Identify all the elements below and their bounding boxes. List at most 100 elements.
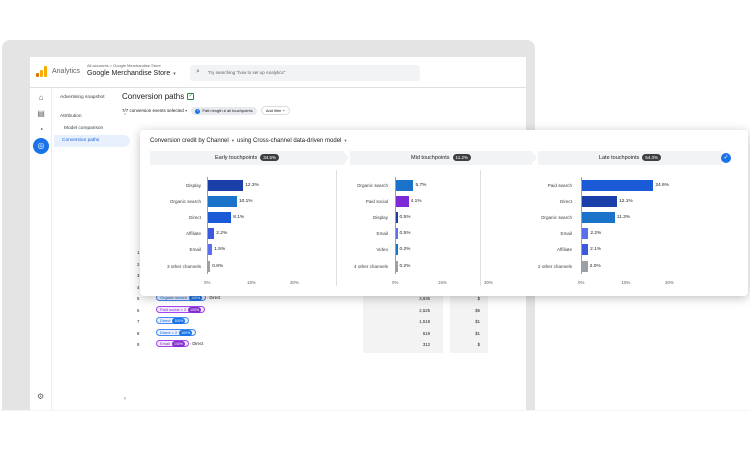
chevron-left-icon[interactable]: ‹ <box>124 396 126 402</box>
app-name: Analytics <box>52 68 81 75</box>
search-placeholder: Try searching "how to set up Analytics" <box>208 70 286 75</box>
axis-tick-label: 30% <box>665 280 674 285</box>
bar[interactable] <box>582 244 589 255</box>
bar[interactable] <box>582 261 588 272</box>
bar[interactable] <box>582 180 654 191</box>
bar[interactable] <box>396 261 398 272</box>
stage-separator <box>343 151 349 165</box>
analytics-logo-icon[interactable] <box>36 66 48 77</box>
bar-value-label: 11.3% <box>616 215 631 220</box>
explore-icon[interactable]: ◔ <box>38 125 44 134</box>
bar-value-label: 0.2% <box>399 264 411 269</box>
touchpoint-label: Email <box>160 341 171 346</box>
bar-value-label: 2.1% <box>590 247 602 252</box>
touchpoint-label: Direct × 2 <box>160 329 178 335</box>
bar[interactable] <box>208 180 244 191</box>
table-row[interactable]: 8 Direct × 2 100% 519 $1 <box>128 328 488 339</box>
search-input[interactable]: ⌕ Try searching "how to set up Analytics… <box>190 65 420 81</box>
check-circle-icon[interactable]: ✓ <box>721 153 731 163</box>
touchpoint-chip: Paid social × 2 100% <box>156 305 206 313</box>
touchpoint-chip: Direct × 2 100% <box>156 328 197 336</box>
touchpoint-label: Direct <box>160 318 171 323</box>
row-number: 7 <box>137 319 140 324</box>
chevron-up-icon[interactable]: ⌃ <box>123 113 128 119</box>
bar-category-label: Email <box>189 247 202 252</box>
bar-category-label: Organic search <box>169 199 201 204</box>
bar[interactable] <box>396 212 398 223</box>
bar[interactable] <box>582 212 615 223</box>
stage-label: Early touchpoints <box>215 155 258 161</box>
reports-icon[interactable]: ▤ <box>37 109 45 118</box>
revenue-value: $ <box>477 342 480 347</box>
conversion-path: Email 100% ›Direct <box>156 340 203 347</box>
bar-value-label: 0.5% <box>399 215 411 220</box>
filter-bar: 7/7 conversion events selected ▾ + Path l… <box>122 106 291 115</box>
bar[interactable] <box>396 228 398 239</box>
bar[interactable] <box>208 212 232 223</box>
bar[interactable] <box>208 261 211 272</box>
row-number: 3 <box>137 273 140 278</box>
revenue-value: $1 <box>475 330 480 336</box>
bar-value-label: 4.1% <box>410 199 422 204</box>
axis-tick-label: 30% <box>290 280 299 285</box>
touchpoint-credit-badge: 100% <box>172 341 185 347</box>
bar-category-label: 3 other channels <box>167 264 201 269</box>
add-filter-label: Add filter <box>265 108 282 113</box>
conversions-value: 312 <box>422 342 430 347</box>
row-number: 8 <box>137 330 140 336</box>
bar-value-label: 2.2% <box>216 231 228 236</box>
caret-down-icon[interactable]: ▾ <box>344 138 347 143</box>
stage-label: Late touchpoints <box>598 155 640 161</box>
table-row[interactable]: 9 Email 100% ›Direct 312 $ <box>128 339 488 350</box>
bar-category-label: Affiliate <box>186 231 201 236</box>
bar[interactable] <box>582 196 618 207</box>
path-length-chip[interactable]: + Path length ≠ all touchpoints <box>191 107 257 115</box>
bar[interactable] <box>208 196 237 207</box>
bar-category-label: Organic search <box>356 183 388 188</box>
table-row[interactable]: 7 Direct 100% 1,518 $1 <box>128 316 488 327</box>
path-length-chip-label: Path length ≠ all touchpoints <box>202 108 253 113</box>
nav-conversion-paths[interactable]: Conversion paths <box>54 135 130 147</box>
row-number: 9 <box>137 342 140 347</box>
caret-down-icon[interactable]: ▾ <box>185 108 188 113</box>
dimension-selector[interactable]: Conversion credit by Channel <box>150 138 229 144</box>
touchpoint-credit-badge: 100% <box>179 329 193 336</box>
bar-category-label: Display <box>372 215 388 220</box>
bar[interactable] <box>396 196 409 207</box>
home-icon[interactable]: ⌂ <box>38 93 44 102</box>
gear-icon[interactable]: ⚙ <box>37 392 45 401</box>
bar-value-label: 2.0% <box>589 264 601 269</box>
caret-down-icon[interactable]: ▾ <box>231 138 234 143</box>
breadcrumb[interactable]: All accounts > Google Merchandise Store <box>87 63 161 68</box>
caret-down-icon: ▾ <box>173 71 176 77</box>
bar[interactable] <box>582 228 589 239</box>
touchpoint-label: Paid social × 2 <box>160 306 187 312</box>
add-filter-button[interactable]: Add filter + <box>260 106 291 115</box>
table-row[interactable]: 6 Paid social × 2 100% 2,525 $6 <box>128 305 488 316</box>
nav-advertising-snapshot[interactable]: Advertising snapshot <box>60 95 105 100</box>
bar-category-label: Email <box>560 231 573 236</box>
axis-tick-label: 15% <box>621 280 631 285</box>
nav-section-attribution[interactable]: Attribution <box>60 114 82 119</box>
property-selector[interactable]: Google Merchandise Store ▾ <box>87 70 176 77</box>
bar-category-label: 4 other channels <box>354 264 388 269</box>
bar[interactable] <box>396 180 414 191</box>
conversion-credit-card: Conversion credit by Channel ▾ using Cross… <box>140 130 748 296</box>
arrow-right-icon: › <box>189 341 192 346</box>
events-selector[interactable]: 7/7 conversion events selected <box>122 108 184 113</box>
touchpoint-credit-badge: 100% <box>189 295 203 301</box>
axis-tick-label: 30% <box>484 280 493 285</box>
bar[interactable] <box>208 244 213 255</box>
axis-tick-label: 15% <box>247 280 256 285</box>
model-selector[interactable]: using Cross-channel data-driven model <box>236 138 342 144</box>
panel-divider <box>336 170 337 286</box>
bar[interactable] <box>208 228 215 239</box>
arrow-right-icon: › <box>207 295 209 300</box>
divider <box>0 410 750 411</box>
touchpoint-text: Direct <box>192 341 204 346</box>
revenue-value: $ <box>477 296 480 301</box>
bar[interactable] <box>396 244 398 255</box>
advertising-icon[interactable]: ◎ <box>33 138 49 154</box>
nav-model-comparison[interactable]: Model comparison <box>64 126 104 131</box>
